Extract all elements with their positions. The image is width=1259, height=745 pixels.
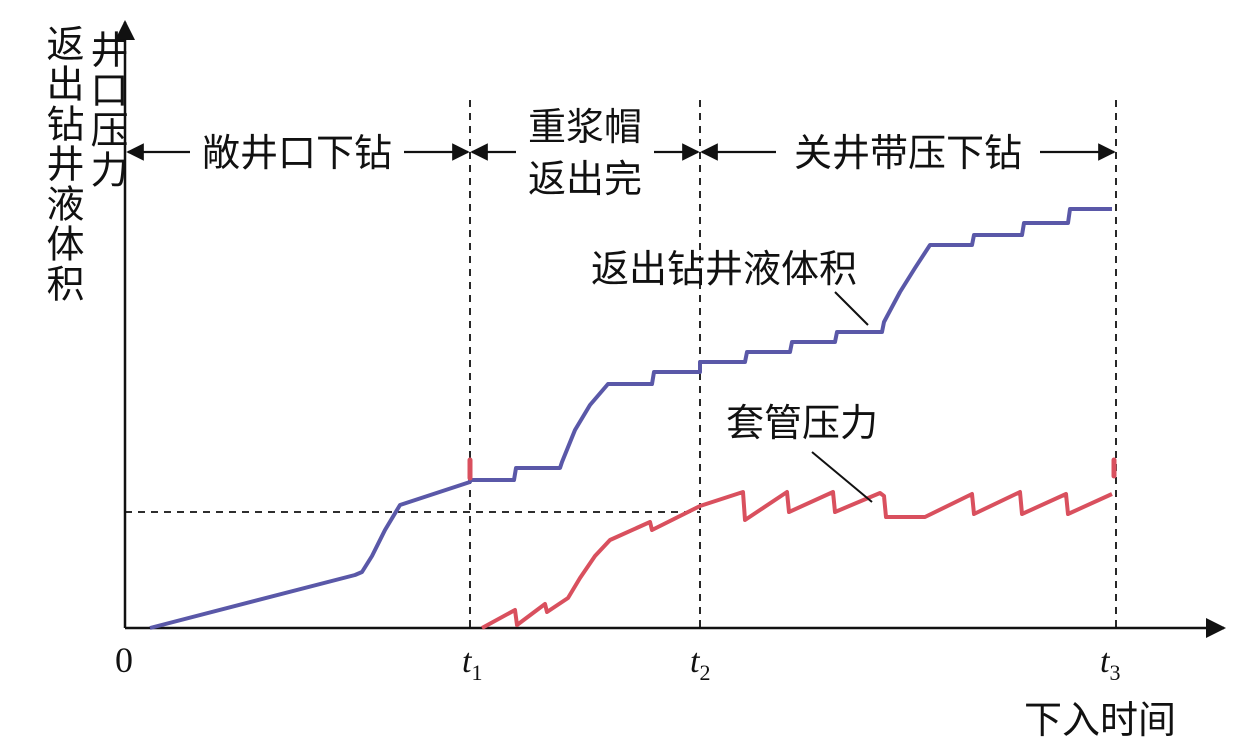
- casing-pressure-curve: [481, 490, 1113, 630]
- tick-t3: t3: [1100, 643, 1120, 685]
- volume-curve-label: 返出钻井液体积: [591, 247, 857, 291]
- phase2-label-line1: 重浆帽: [528, 105, 642, 149]
- phase1-label: 敞井口下钻: [202, 131, 392, 175]
- tick-t1: t1: [462, 643, 482, 685]
- x-axis-label: 下入时间: [1024, 698, 1176, 742]
- phase2-label-line2: 返出完: [528, 157, 642, 201]
- tick-t2: t2: [690, 643, 710, 685]
- return-volume-curve: [149, 207, 1112, 630]
- phase3-label: 关井带压下钻: [794, 131, 1022, 175]
- pressure-curve-leader: [811, 451, 873, 503]
- origin-label: 0: [115, 640, 133, 680]
- y-axis-label-pressure: 井口压力: [84, 30, 128, 190]
- y-axis-label-volume: 返出钻井液体积: [40, 24, 84, 304]
- pressure-curve-label: 套管压力: [726, 401, 878, 445]
- volume-curve-leader: [834, 291, 869, 326]
